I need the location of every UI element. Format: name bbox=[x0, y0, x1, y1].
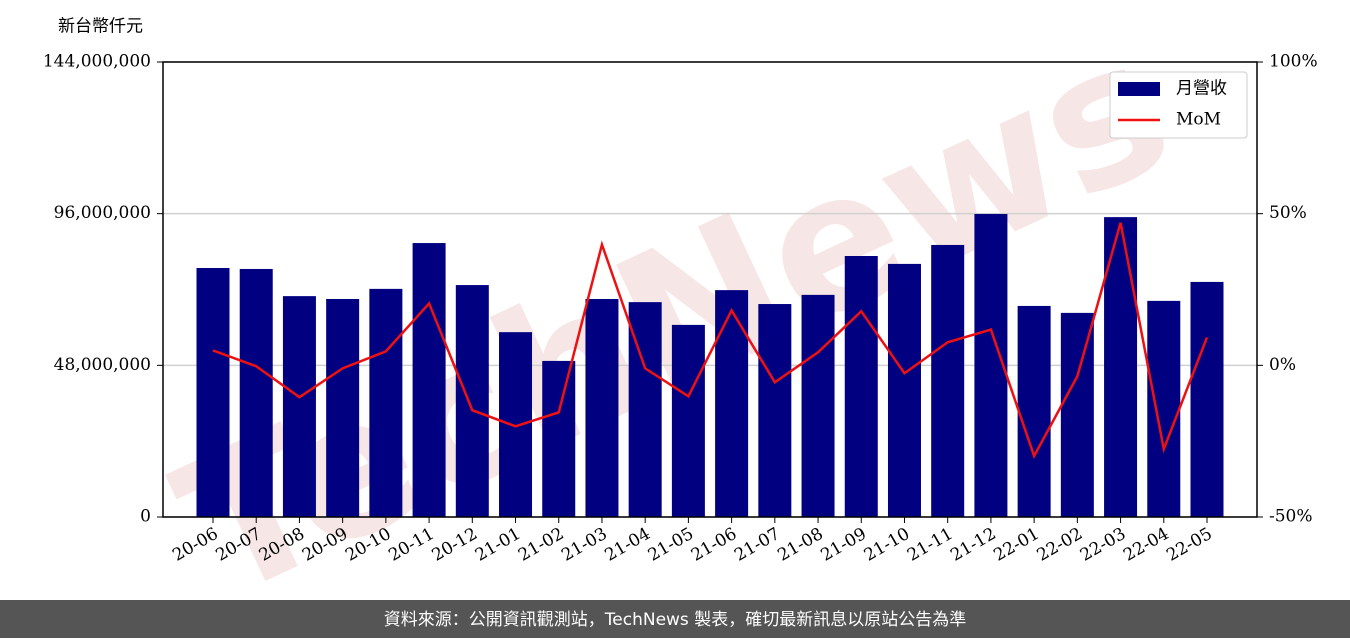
bar bbox=[1147, 300, 1181, 517]
x-tick-label: 21-03 bbox=[558, 524, 610, 566]
y-tick-label: 144,000,000 bbox=[43, 52, 151, 72]
x-tick-label: 22-02 bbox=[1034, 524, 1086, 566]
bar bbox=[1104, 217, 1138, 517]
y2-tick-label: 50% bbox=[1269, 203, 1307, 223]
bar bbox=[758, 304, 792, 517]
legend: 月營收 MoM bbox=[1109, 71, 1248, 139]
legend-label: 月營收 bbox=[1176, 79, 1227, 99]
bar bbox=[801, 294, 835, 517]
x-tick-label: 21-10 bbox=[861, 524, 913, 566]
x-tick-label: 22-03 bbox=[1077, 524, 1129, 566]
bar bbox=[1190, 281, 1224, 517]
bar bbox=[326, 298, 360, 517]
line bbox=[212, 222, 1209, 460]
x-tick-label: 21-02 bbox=[515, 524, 567, 566]
y-tick-label: 48,000,000 bbox=[54, 355, 151, 375]
bar bbox=[196, 268, 230, 517]
footer-text: 資料來源：公開資訊觀測站，TechNews 製表，確切最新訊息以原站公告為準 bbox=[384, 610, 966, 630]
bar bbox=[844, 256, 878, 517]
x-tick-label: 22-04 bbox=[1120, 524, 1172, 566]
bar bbox=[1017, 305, 1051, 517]
x-tick-label: 22-01 bbox=[990, 524, 1042, 566]
footer-bg bbox=[0, 600, 1350, 638]
bar bbox=[282, 296, 316, 517]
bar bbox=[715, 290, 749, 517]
bar bbox=[1060, 312, 1094, 517]
bar bbox=[239, 268, 273, 517]
bar bbox=[455, 285, 489, 517]
y2-tick-label: 0% bbox=[1269, 355, 1296, 375]
x-tick-label: 21-07 bbox=[731, 524, 783, 566]
bar bbox=[412, 243, 446, 518]
plot-frame bbox=[162, 61, 1258, 518]
footer: 資料來源：公開資訊觀測站，TechNews 製表，確切最新訊息以原站公告為準 bbox=[0, 600, 1350, 638]
bar bbox=[671, 324, 705, 517]
x-tick-label: 21-05 bbox=[645, 524, 697, 566]
y2-tick-label: 100% bbox=[1269, 52, 1318, 72]
x-tick-label: 21-04 bbox=[601, 524, 653, 566]
x-tick-label: 21-06 bbox=[688, 524, 740, 566]
y-tick-label: 96,000,000 bbox=[54, 203, 151, 223]
x-tick-label: 22-05 bbox=[1163, 524, 1215, 566]
x-tick-label: 21-12 bbox=[947, 524, 999, 566]
x-tick-label: 21-08 bbox=[774, 524, 826, 566]
legend-label: MoM bbox=[1176, 110, 1221, 130]
bar bbox=[931, 244, 965, 517]
bar bbox=[887, 263, 921, 517]
legend-swatch bbox=[1118, 82, 1160, 96]
unit-label: 新台幣仟元 bbox=[58, 17, 143, 37]
x-tick-label: 21-11 bbox=[904, 524, 956, 566]
y2-tick-label: -50% bbox=[1269, 507, 1313, 527]
bar bbox=[499, 332, 533, 517]
bar bbox=[542, 360, 576, 517]
bar bbox=[369, 288, 403, 517]
y-tick-label: 0 bbox=[140, 507, 151, 527]
x-tick-label: 21-09 bbox=[818, 524, 870, 566]
bar bbox=[585, 298, 619, 517]
